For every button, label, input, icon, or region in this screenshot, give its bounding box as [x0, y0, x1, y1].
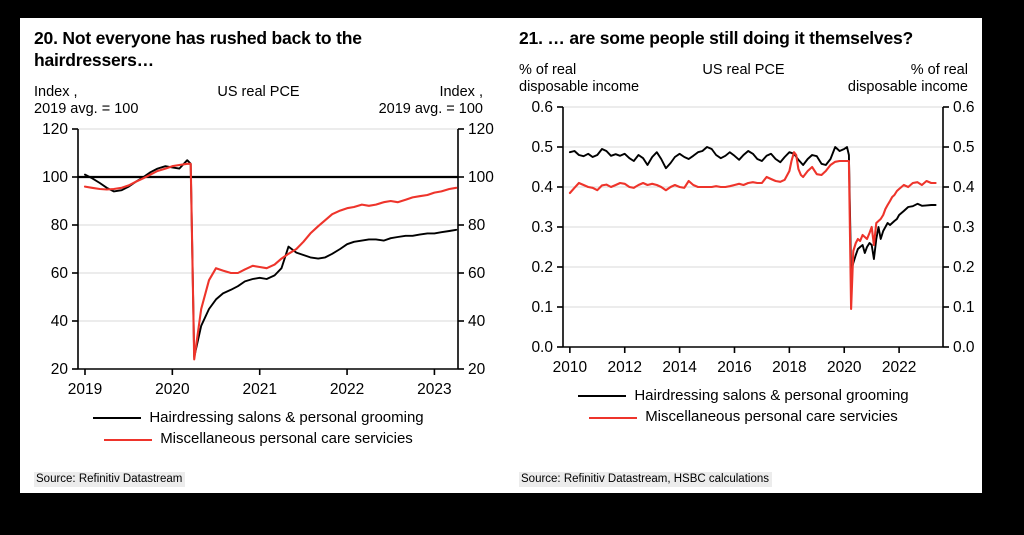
legend-label: Miscellaneous personal care servicies — [645, 408, 898, 426]
left-axis-label-line1: Index , — [34, 83, 78, 100]
left-axis-label-line2: disposable income — [519, 79, 640, 96]
legend-item: Hairdressing salons & personal grooming — [578, 386, 909, 406]
svg-text:0.0: 0.0 — [953, 339, 975, 356]
svg-text:80: 80 — [51, 217, 69, 234]
svg-text:60: 60 — [468, 265, 486, 282]
svg-text:40: 40 — [468, 313, 486, 330]
right-axis-label-line1: Index , — [439, 83, 483, 100]
svg-text:2020: 2020 — [155, 381, 190, 398]
svg-text:2019: 2019 — [68, 381, 102, 398]
right-axis-label-line1: % of real — [910, 61, 968, 78]
legend-label: Miscellaneous personal care servicies — [160, 430, 413, 448]
legend-line-swatch — [589, 416, 638, 419]
svg-text:2022: 2022 — [882, 359, 916, 376]
legend-line-swatch — [104, 438, 153, 441]
chart-legend: Hairdressing salons & personal grooming M… — [519, 387, 968, 428]
source-note: Source: Refinitiv Datastream — [34, 472, 483, 487]
left-axis-label: % of real disposable income — [519, 62, 639, 97]
svg-text:2022: 2022 — [330, 381, 364, 398]
source-note: Source: Refinitiv Datastream, HSBC calcu… — [519, 472, 968, 487]
chart-legend: Hairdressing salons & personal grooming M… — [34, 409, 483, 450]
svg-text:20: 20 — [468, 361, 486, 378]
svg-text:2023: 2023 — [417, 381, 451, 398]
svg-text:0.5: 0.5 — [953, 139, 975, 156]
svg-text:2018: 2018 — [772, 359, 806, 376]
axis-header: Index , 2019 avg. = 100 US real PCE Inde… — [34, 84, 483, 119]
chart-title: 21. … are some people still doing it the… — [519, 28, 913, 48]
svg-text:0.6: 0.6 — [531, 99, 553, 116]
svg-text:0.6: 0.6 — [953, 99, 975, 116]
svg-text:120: 120 — [42, 121, 68, 138]
axis-header: % of real disposable income US real PCE … — [519, 62, 968, 97]
right-axis-label-line2: disposable income — [847, 79, 968, 96]
right-axis-label-line2: 2019 avg. = 100 — [378, 101, 483, 118]
left-axis-label: Index , 2019 avg. = 100 — [34, 84, 138, 119]
svg-text:0.5: 0.5 — [531, 139, 553, 156]
svg-text:0.2: 0.2 — [953, 259, 975, 276]
svg-text:80: 80 — [468, 217, 486, 234]
svg-text:2020: 2020 — [827, 359, 862, 376]
line-chart-canvas: 0.0 0.0 0.1 0.1 0.2 0.2 0.3 0.3 0.4 0.4 0.5 0.5 0.6 0… — [531, 99, 975, 376]
svg-text:0.4: 0.4 — [953, 179, 975, 196]
svg-text:2014: 2014 — [662, 359, 697, 376]
svg-text:0.1: 0.1 — [953, 299, 975, 316]
svg-text:0.3: 0.3 — [531, 219, 553, 236]
legend-item: Miscellaneous personal care servicies — [589, 408, 898, 427]
source-text: Source: Refinitiv Datastream — [34, 472, 186, 487]
legend-line-swatch — [578, 395, 627, 398]
svg-text:120: 120 — [468, 121, 494, 138]
svg-text:0.1: 0.1 — [531, 299, 553, 316]
svg-text:0.4: 0.4 — [531, 179, 553, 196]
report-panel: 20. Not everyone has rushed back to the … — [20, 18, 982, 493]
left-axis-label-line2: 2019 avg. = 100 — [34, 101, 139, 118]
svg-text:2010: 2010 — [553, 359, 588, 376]
svg-text:60: 60 — [51, 265, 69, 282]
legend-label: Hairdressing salons & personal grooming — [149, 408, 424, 426]
chart-subtitle: US real PCE — [702, 61, 785, 78]
svg-text:0.0: 0.0 — [531, 339, 553, 356]
svg-text:2012: 2012 — [607, 359, 641, 376]
svg-text:20: 20 — [51, 361, 69, 378]
legend-item: Hairdressing salons & personal grooming — [93, 408, 424, 428]
svg-text:100: 100 — [42, 169, 68, 186]
left-axis-label-line1: % of real — [519, 61, 577, 78]
chart-subtitle: US real PCE — [217, 83, 300, 100]
legend-label: Hairdressing salons & personal grooming — [634, 386, 909, 404]
svg-text:0.2: 0.2 — [531, 259, 553, 276]
chart-panel-21: 21. … are some people still doing it the… — [501, 24, 975, 487]
svg-text:100: 100 — [468, 169, 494, 186]
legend-item: Miscellaneous personal care servicies — [104, 430, 413, 449]
legend-line-swatch — [93, 416, 142, 419]
svg-text:2021: 2021 — [242, 381, 276, 398]
right-axis-label: Index , 2019 avg. = 100 — [379, 84, 483, 119]
source-text: Source: Refinitiv Datastream, HSBC calcu… — [519, 472, 772, 487]
right-axis-label: % of real disposable income — [848, 62, 968, 97]
svg-text:0.3: 0.3 — [953, 219, 975, 236]
chart-panel-20: 20. Not everyone has rushed back to the … — [30, 24, 501, 487]
svg-text:40: 40 — [51, 313, 69, 330]
chart-title: 20. Not everyone has rushed back to the … — [34, 28, 362, 70]
svg-text:2016: 2016 — [717, 359, 751, 376]
